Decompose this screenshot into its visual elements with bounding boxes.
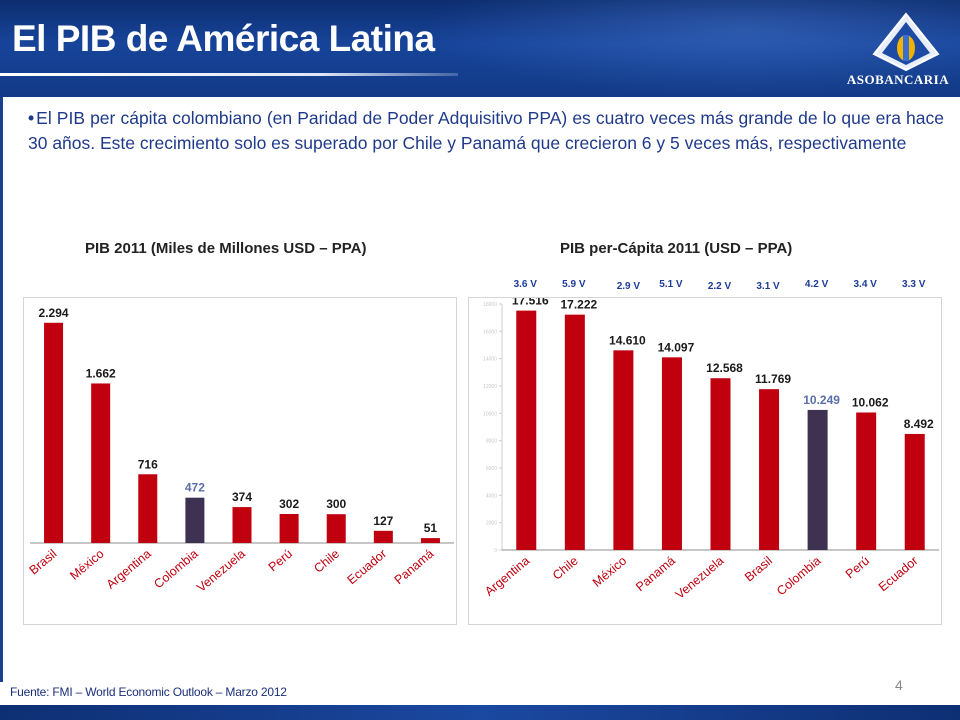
y-tick-label: 14000 [483, 357, 497, 363]
bar-peru [279, 514, 299, 543]
data-label: 11.769 [755, 372, 791, 386]
data-label: 300 [326, 497, 346, 511]
data-label: 14.610 [609, 333, 646, 347]
bar-colombia [185, 497, 205, 543]
x-tick-label: Chile [311, 547, 342, 576]
growth-labels-row: 3.6 V 5.9 V 2.9 V 5.1 V 2.2 V 3.1 V 4.2 V 3.4 V… [514, 279, 926, 292]
data-label: 1.662 [86, 366, 116, 380]
pib-chart: 2.294Brasil1.662México716Argentina472Col… [27, 306, 454, 595]
bullet-text: El PIB per cápita colombiano (en Paridad… [28, 108, 944, 153]
growth-label: 4.2 V [805, 279, 829, 290]
bar-panama [661, 357, 682, 550]
x-tick-label: Ecuador [345, 547, 390, 588]
header-glow [420, 0, 960, 97]
growth-label: 5.9 V [562, 279, 586, 290]
bar-panama [420, 538, 440, 543]
y-tick-label: 10000 [483, 411, 497, 417]
y-tick-label: 16000 [483, 329, 497, 335]
x-tick-label: Colombia [774, 554, 823, 599]
y-tick-label: 12000 [483, 384, 497, 390]
title-underline [0, 73, 458, 76]
bar-ecuador [904, 433, 925, 550]
data-label: 8.492 [904, 417, 934, 431]
growth-label: 3.4 V [853, 279, 877, 290]
data-label: 10.062 [852, 395, 889, 409]
y-tick-label: 8000 [486, 439, 497, 445]
x-tick-label: Brasil [742, 554, 775, 585]
chart-title-per-capita: PIB per-Cápita 2011 (USD – PPA) [560, 240, 793, 257]
x-tick-label: México [67, 547, 106, 583]
bar-venezuela [232, 507, 252, 543]
growth-label: 2.2 V [708, 281, 732, 292]
page-title: El PIB de América Latina [12, 18, 435, 59]
data-label: 374 [232, 490, 252, 504]
bullet-paragraph: • El PIB per cápita colombiano (en Parida… [28, 106, 944, 156]
chart-panel-pib: 2.294 Brasil 1.662 México 716 Argentina 472 Col… [23, 297, 457, 625]
x-tick-label: Venezuela [194, 547, 248, 595]
data-label: 12.568 [706, 361, 743, 375]
x-tick-label: Ecuador [876, 554, 921, 595]
bar-argentina [516, 310, 537, 550]
bar-mexico [613, 350, 634, 550]
x-tick-label: Argentina [482, 554, 532, 599]
per-capita-chart: 0 2000 4000 6000 8000 10000 12000 14000 16000 180… [482, 294, 939, 602]
bar-chile [564, 314, 585, 550]
data-label: 14.097 [658, 340, 695, 354]
data-label: 302 [279, 497, 299, 511]
y-tick-label: 4000 [486, 493, 497, 499]
left-border [0, 97, 3, 682]
bar-argentina [138, 474, 158, 543]
x-tick-label: Perú [843, 554, 872, 582]
chart-title-pib: PIB 2011 (Miles de Millones USD – PPA) [85, 240, 367, 257]
bullet-dot: • [28, 108, 35, 128]
y-tick-label: 0 [494, 548, 497, 554]
footer-band [0, 705, 960, 720]
growth-label: 3.3 V [902, 279, 926, 290]
data-label: 17.516 [512, 298, 549, 308]
x-tick-label: Panamá [633, 554, 678, 595]
bar-colombia [807, 409, 828, 550]
growth-label: 5.1 V [659, 279, 683, 290]
growth-label: 3.1 V [756, 281, 780, 292]
growth-label: 2.9 V [617, 281, 641, 292]
x-tick-label: Panamá [392, 547, 437, 588]
data-label: 2.294 [39, 306, 69, 320]
bar-venezuela [710, 378, 731, 550]
x-tick-label: Brasil [27, 547, 60, 578]
bar-brasil [44, 322, 64, 543]
y-tick-label: 2000 [486, 521, 497, 527]
chart-panel-per-capita: 0 2000 4000 6000 8000 10000 12000 14000 16000 180… [468, 294, 942, 625]
asobancaria-logo-icon [872, 12, 940, 72]
data-label: 716 [138, 457, 158, 471]
data-label: 472 [185, 481, 205, 495]
x-tick-label: Perú [266, 547, 295, 575]
x-tick-label: Chile [550, 554, 581, 583]
growth-label: 3.6 V [514, 279, 538, 290]
source-note: Fuente: FMI – World Economic Outlook – M… [10, 685, 287, 699]
data-label: 51 [424, 521, 438, 535]
y-tick-label: 18000 [483, 302, 497, 308]
bar-peru [856, 412, 877, 550]
bar-mexico [91, 383, 111, 543]
bar-brasil [759, 389, 780, 550]
page-number: 4 [895, 677, 903, 693]
bar-ecuador [373, 530, 393, 543]
bar-chile [326, 514, 346, 543]
header-banner: El PIB de América Latina ASOBANCARIA [0, 0, 960, 97]
data-label: 10.249 [803, 393, 840, 407]
data-label: 127 [373, 514, 393, 528]
logo-text: ASOBANCARIA [846, 72, 950, 87]
x-tick-label: México [590, 554, 629, 590]
x-tick-label: Venezuela [673, 554, 727, 602]
x-tick-label: Argentina [104, 547, 154, 592]
y-tick-label: 6000 [486, 466, 497, 472]
data-label: 17.222 [560, 298, 597, 312]
